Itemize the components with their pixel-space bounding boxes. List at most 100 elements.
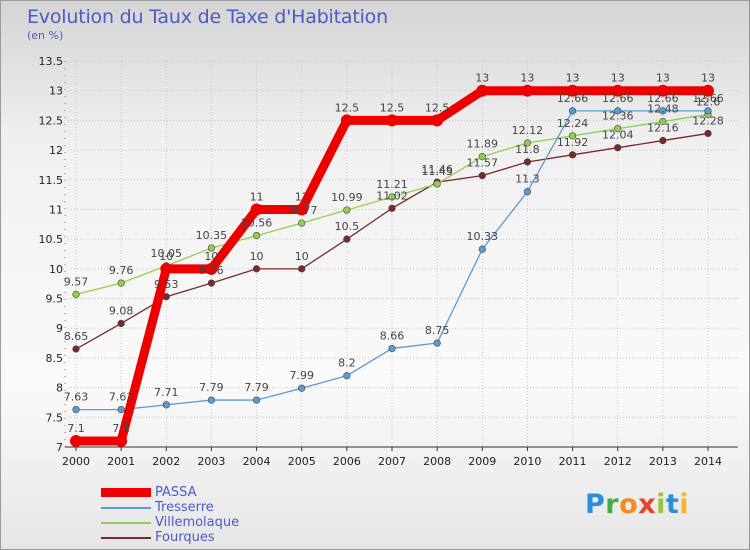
legend-item-villemolaque: Villemolaque <box>101 515 301 530</box>
data-label-fourques: 9.53 <box>154 278 179 291</box>
chart-title: Evolution du Taux de Taxe d'Habitation <box>27 6 388 28</box>
y-tick-label: 10 <box>49 263 63 276</box>
data-label-passa: 10 <box>159 250 173 263</box>
data-label-tresserre: 12.66 <box>692 92 724 105</box>
x-tick-label: 2012 <box>604 455 632 468</box>
data-label-villemolaque: 9.76 <box>109 264 134 277</box>
data-point-tresserre <box>478 245 486 253</box>
data-label-fourques: 10.5 <box>335 220 360 233</box>
data-label-passa: 13 <box>475 72 489 85</box>
data-point-villemolaque <box>433 180 441 188</box>
logo-letter: P <box>585 489 606 520</box>
data-label-passa: 12.5 <box>335 101 360 114</box>
data-point-tresserre <box>72 405 80 414</box>
data-point-passa <box>476 84 489 97</box>
data-point-fourques <box>252 265 261 273</box>
data-point-tresserre <box>117 405 125 414</box>
data-point-passa <box>566 84 579 97</box>
data-label-tresserre: 11.3 <box>515 173 540 186</box>
data-label-villemolaque: 10.05 <box>151 247 183 260</box>
logo-letter: t <box>665 489 680 520</box>
legend-item-fourques: Fourques <box>101 530 301 545</box>
data-point-villemolaque <box>388 193 396 201</box>
data-point-passa <box>431 114 444 127</box>
data-label-fourques: 12.28 <box>692 114 724 127</box>
data-label-passa: 12.5 <box>380 101 405 114</box>
x-tick-label: 2001 <box>107 455 135 468</box>
data-label-fourques: 11.92 <box>557 136 589 149</box>
data-label-villemolaque: 9.57 <box>64 275 89 288</box>
series-lines <box>70 84 714 448</box>
data-point-villemolaque <box>523 139 532 147</box>
data-point-passa <box>70 435 82 448</box>
data-label-tresserre: 7.63 <box>64 391 89 404</box>
data-label-fourques: 11.8 <box>515 143 540 156</box>
data-point-tresserre <box>704 107 712 115</box>
x-tick-label: 2007 <box>378 455 406 468</box>
data-point-passa <box>521 84 534 97</box>
data-label-fourques: 10 <box>295 250 309 263</box>
x-tick-label: 2000 <box>62 455 90 468</box>
data-point-fourques <box>704 129 712 138</box>
data-point-passa <box>115 435 128 448</box>
data-point-villemolaque <box>252 231 261 240</box>
x-tick-label: 2010 <box>513 455 541 468</box>
data-label-tresserre: 12.66 <box>557 92 589 105</box>
data-point-passa <box>295 203 308 216</box>
data-point-tresserre <box>252 396 261 404</box>
data-label-passa: 13 <box>566 72 580 85</box>
data-point-tresserre <box>162 401 170 409</box>
legend-label: Villemolaque <box>155 515 240 530</box>
data-label-tresserre: 12.66 <box>647 92 679 105</box>
data-label-fourques: 8.65 <box>64 330 89 343</box>
x-tick-label: 2011 <box>559 455 587 468</box>
y-tick-label: 10.5 <box>39 233 64 246</box>
y-tick-label: 12.5 <box>39 114 64 127</box>
data-label-passa: 13 <box>520 72 534 85</box>
data-point-passa <box>205 262 218 275</box>
x-tick-label: 2014 <box>694 455 722 468</box>
data-label-villemolaque: 12.24 <box>557 117 589 130</box>
y-tick-label: 9 <box>56 322 63 335</box>
data-point-fourques <box>207 279 216 287</box>
data-point-fourques <box>659 136 667 145</box>
data-point-fourques <box>523 158 532 166</box>
data-point-fourques <box>298 265 306 273</box>
axes: 7 7.5 8 8.5 9 9.5 10 10.5 11 11.5 12 12.5 13 13.5 2000… <box>39 55 738 468</box>
data-point-villemolaque <box>568 132 577 140</box>
data-point-fourques <box>343 235 351 243</box>
data-point-tresserre <box>614 107 622 115</box>
data-label-villemolaque: 11.43 <box>421 165 453 178</box>
data-point-villemolaque <box>478 153 486 161</box>
data-point-fourques <box>388 204 396 212</box>
y-tick-label: 8.5 <box>46 352 64 365</box>
data-point-tresserre <box>388 344 396 353</box>
x-tick-label: 2006 <box>333 455 361 468</box>
data-label-villemolaque: 11.89 <box>467 138 499 151</box>
data-label-villemolaque: 12.36 <box>602 110 634 123</box>
data-label-villemolaque: 11.21 <box>376 178 408 191</box>
legend-label: Tresserre <box>155 500 214 515</box>
data-label-villemolaque: 10.77 <box>286 204 318 217</box>
data-point-passa <box>611 84 624 97</box>
legend-swatch <box>101 522 151 524</box>
legend-swatch <box>101 537 151 539</box>
data-label-tresserre: 10.33 <box>467 230 499 243</box>
data-label-tresserre: 8.75 <box>425 324 450 337</box>
data-label-tresserre: 7.79 <box>244 381 269 394</box>
x-tick-label: 2009 <box>468 455 496 468</box>
y-tick-label: 12 <box>49 144 63 157</box>
y-tick-label: 7 <box>56 441 63 454</box>
y-tick-label: 8 <box>56 382 63 395</box>
data-label-villemolaque: 12.6 <box>696 95 721 108</box>
data-point-villemolaque <box>207 244 216 252</box>
x-tick-label: 2013 <box>649 455 677 468</box>
legend: PASSA Tresserre Villemolaque Fourques <box>101 485 301 545</box>
logo-letter: r <box>605 489 620 520</box>
y-tick-label: 9.5 <box>46 293 64 306</box>
x-tick-label: 2002 <box>152 455 180 468</box>
data-point-passa <box>160 262 173 275</box>
data-label-villemolaque: 10.99 <box>331 191 363 204</box>
